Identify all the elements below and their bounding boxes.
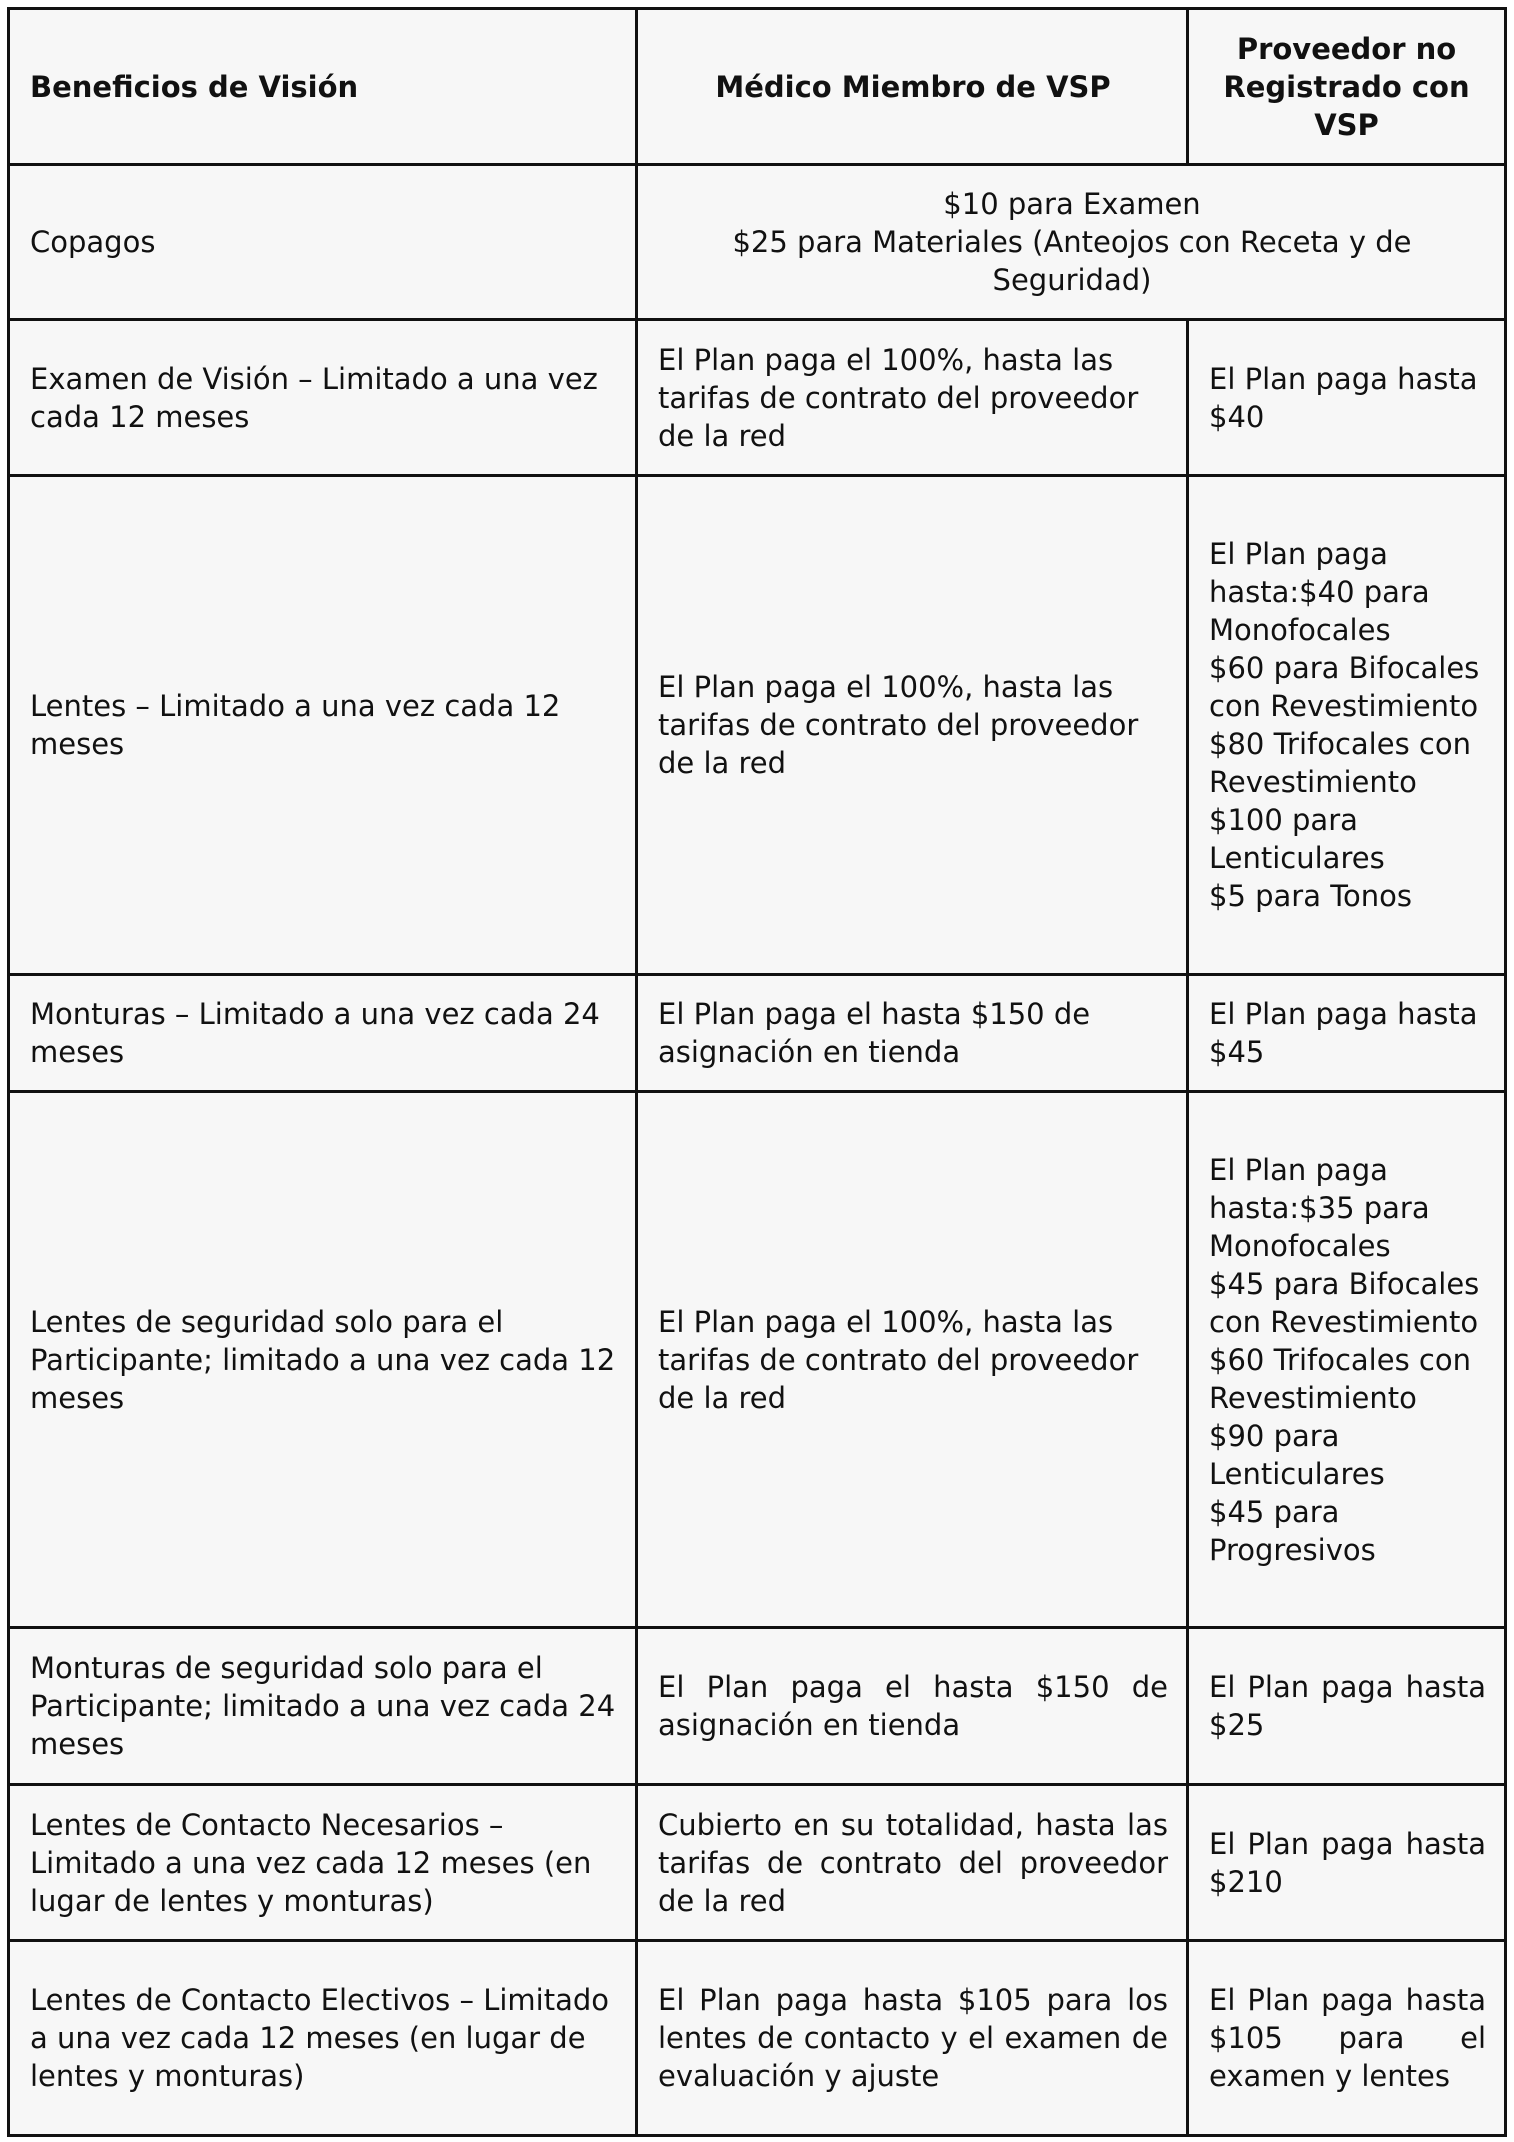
- vsp-cell: El Plan paga el hasta $150 de asignación…: [635, 973, 1189, 1093]
- benefit-cell: Lentes de Contacto Electivos – Limitado …: [7, 1939, 638, 2137]
- header-non-vsp: Proveedor no Registrado con VSP: [1186, 7, 1507, 166]
- vsp-cell: El Plan paga el 100%, hasta las tarifas …: [635, 318, 1189, 477]
- copagos-label: Copagos: [7, 163, 638, 321]
- non-vsp-cell: El Plan paga hasta:$35 para Monofocales …: [1186, 1090, 1507, 1629]
- vsp-cell: El Plan paga hasta $105 para los lentes …: [635, 1939, 1189, 2137]
- vsp-cell: El Plan paga el 100%, hasta las tarifas …: [635, 1090, 1189, 1629]
- table-row: Monturas de seguridad solo para el Parti…: [7, 1626, 1507, 1786]
- table-row: Lentes – Limitado a una vez cada 12 mese…: [7, 474, 1507, 976]
- benefit-cell: Lentes de Contacto Necesarios – Limitado…: [7, 1783, 638, 1942]
- vision-benefits-table: Beneficios de Visión Médico Miembro de V…: [7, 7, 1507, 2137]
- table-row-copagos: Copagos $10 para Examen $25 para Materia…: [7, 163, 1507, 321]
- table-row: Lentes de Contacto Electivos – Limitado …: [7, 1939, 1507, 2137]
- header-row: Beneficios de Visión Médico Miembro de V…: [7, 7, 1507, 166]
- non-vsp-cell: El Plan paga hasta $210: [1186, 1783, 1507, 1942]
- benefit-cell: Monturas de seguridad solo para el Parti…: [7, 1626, 638, 1786]
- header-benefits: Beneficios de Visión: [7, 7, 638, 166]
- table-row: Lentes de seguridad solo para el Partici…: [7, 1090, 1507, 1629]
- vsp-cell: El Plan paga el hasta $150 de asignación…: [635, 1626, 1189, 1786]
- benefit-cell: Lentes – Limitado a una vez cada 12 mese…: [7, 474, 638, 976]
- copagos-value: $10 para Examen $25 para Materiales (Ant…: [635, 163, 1507, 321]
- vsp-cell: Cubierto en su totalidad, hasta las tari…: [635, 1783, 1189, 1942]
- benefit-cell: Examen de Visión – Limitado a una vez ca…: [7, 318, 638, 477]
- benefit-cell: Lentes de seguridad solo para el Partici…: [7, 1090, 638, 1629]
- benefit-cell: Monturas – Limitado a una vez cada 24 me…: [7, 973, 638, 1093]
- table-row: Monturas – Limitado a una vez cada 24 me…: [7, 973, 1507, 1093]
- non-vsp-cell: El Plan paga hasta $105 para el examen y…: [1186, 1939, 1507, 2137]
- table-row: Lentes de Contacto Necesarios – Limitado…: [7, 1783, 1507, 1942]
- non-vsp-cell: El Plan paga hasta $25: [1186, 1626, 1507, 1786]
- non-vsp-cell: El Plan paga hasta $45: [1186, 973, 1507, 1093]
- table-row: Examen de Visión – Limitado a una vez ca…: [7, 318, 1507, 477]
- non-vsp-cell: El Plan paga hasta:$40 para Monofocales …: [1186, 474, 1507, 976]
- header-vsp-member: Médico Miembro de VSP: [635, 7, 1189, 166]
- non-vsp-cell: El Plan paga hasta $40: [1186, 318, 1507, 477]
- vsp-cell: El Plan paga el 100%, hasta las tarifas …: [635, 474, 1189, 976]
